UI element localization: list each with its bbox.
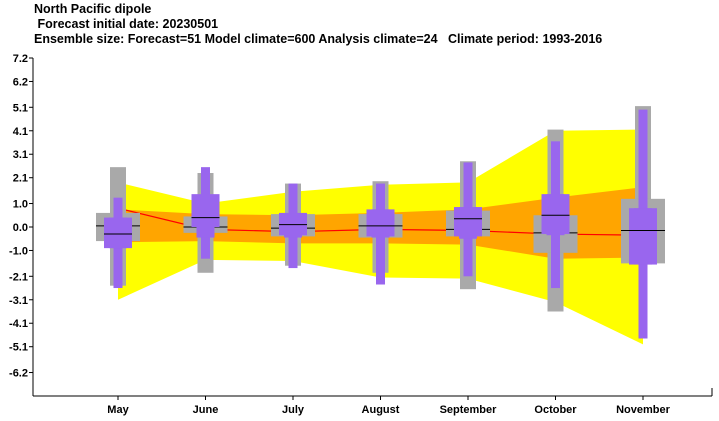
y-tick-label: 7.2	[13, 53, 28, 65]
ensemble-info: Ensemble size: Forecast=51 Model climate…	[34, 32, 603, 46]
x-tick-label: September	[440, 404, 498, 416]
y-tick-label: 4.1	[13, 126, 28, 138]
y-tick-label: -5.1	[9, 342, 28, 354]
y-tick-label: -4.1	[9, 318, 28, 330]
forecast-box	[366, 209, 395, 237]
x-tick-label: May	[107, 404, 129, 416]
chart-title: North Pacific dipole	[34, 2, 152, 16]
y-tick-label: -2.1	[9, 271, 28, 283]
x-tick-label: June	[193, 404, 219, 416]
y-tick-label: -6.2	[9, 368, 28, 380]
y-tick-label: 0.0	[13, 222, 28, 234]
y-tick-label: -3.1	[9, 295, 28, 307]
y-tick-label: 3.1	[13, 149, 28, 161]
forecast-date: Forecast initial date: 20230501	[34, 17, 219, 31]
forecast-box	[541, 194, 570, 235]
y-tick-label: 2.1	[13, 173, 28, 185]
x-tick-label: November	[616, 404, 671, 416]
x-tick-label: July	[282, 404, 305, 416]
y-tick-label: -1.0	[9, 245, 28, 257]
x-tick-label: August	[362, 404, 400, 416]
y-tick-label: 6.2	[13, 76, 28, 88]
forecast-box	[104, 217, 132, 249]
forecast-box	[454, 207, 482, 237]
forecast-box	[191, 194, 220, 227]
forecast-box	[279, 212, 307, 236]
forecast-box	[629, 208, 657, 265]
chart-header: North Pacific dipole Forecast initial da…	[34, 2, 602, 47]
y-tick-label: 1.0	[13, 199, 28, 211]
x-tick-label: October	[534, 404, 577, 416]
y-tick-label: 5.1	[13, 102, 28, 114]
